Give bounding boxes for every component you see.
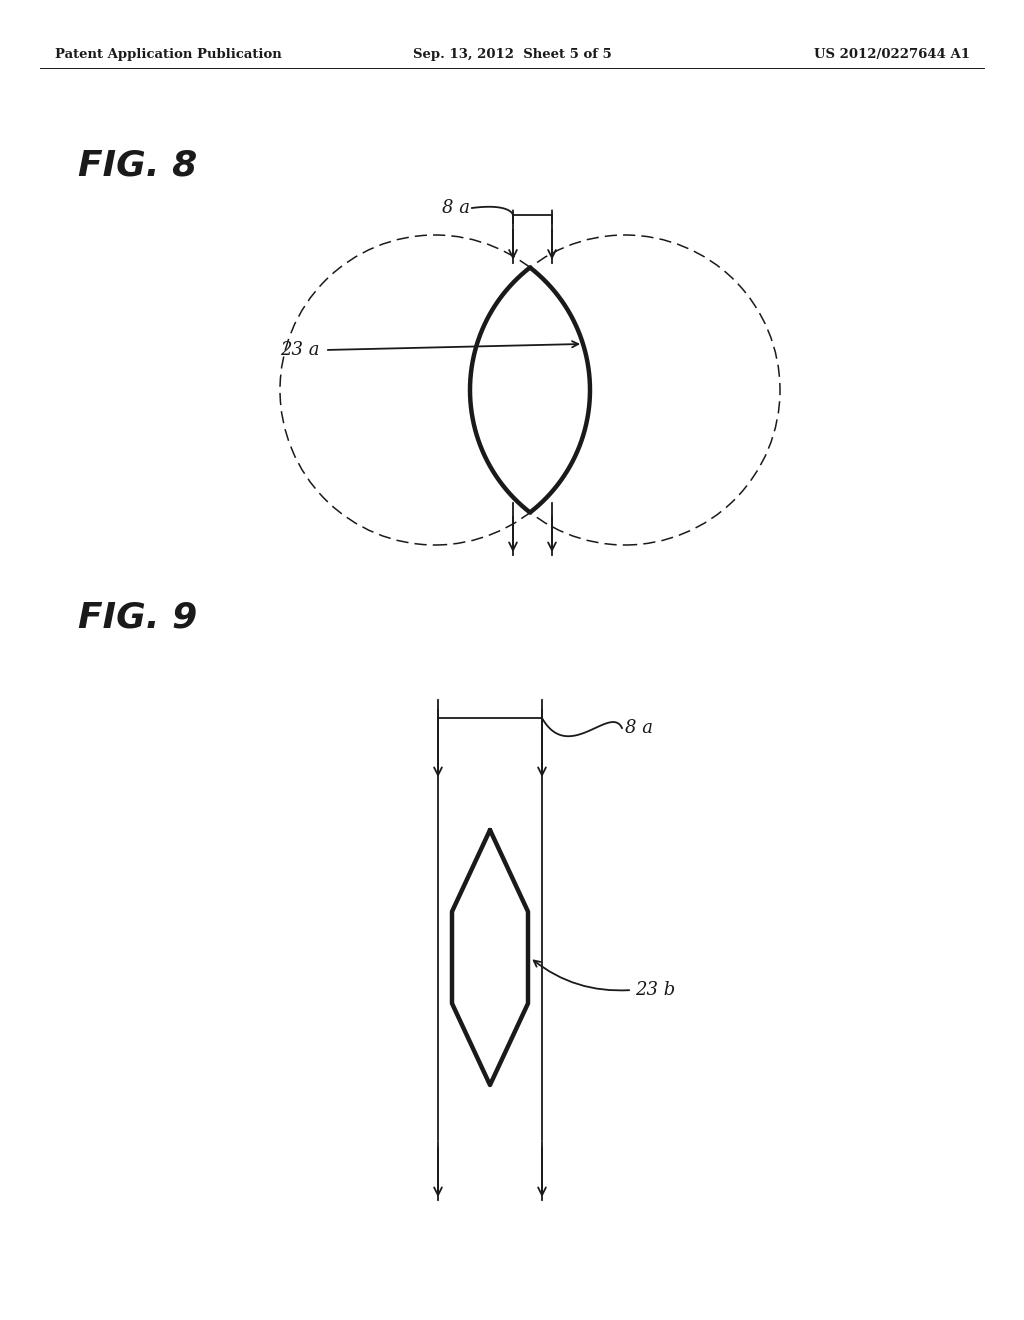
Text: US 2012/0227644 A1: US 2012/0227644 A1 [814,48,970,61]
Text: FIG. 9: FIG. 9 [78,601,198,634]
Text: Patent Application Publication: Patent Application Publication [55,48,282,61]
Text: 23 b: 23 b [635,981,675,999]
Text: 23 a: 23 a [281,341,319,359]
Text: FIG. 8: FIG. 8 [78,148,198,182]
Text: 8 a: 8 a [625,719,653,737]
Text: Sep. 13, 2012  Sheet 5 of 5: Sep. 13, 2012 Sheet 5 of 5 [413,48,611,61]
Text: 8 a: 8 a [442,199,470,216]
